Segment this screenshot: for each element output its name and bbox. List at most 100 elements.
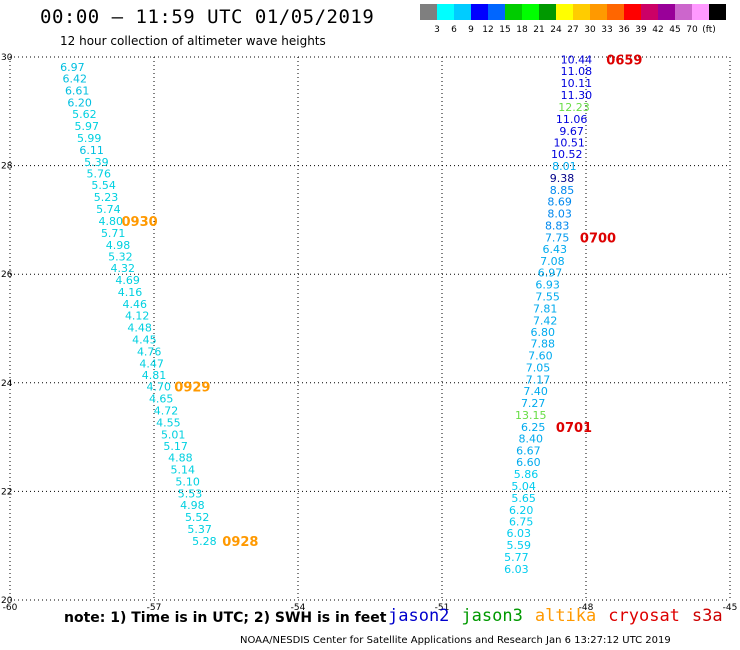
swh-value-label: 5.23: [94, 191, 119, 204]
swh-value-label: 4.88: [168, 452, 193, 465]
scale-label: 33: [601, 25, 613, 35]
time-label: 0930: [122, 215, 158, 230]
swh-value-label: 4.46: [123, 298, 148, 311]
scale-label: 12: [482, 25, 494, 35]
swh-value-label: 11.08: [561, 65, 593, 78]
swh-value-label: 6.80: [531, 326, 556, 339]
swh-value-label: 8.85: [550, 184, 575, 197]
swh-value-label: 6.20: [67, 97, 92, 110]
swh-value-label: 7.55: [535, 290, 560, 303]
scale-label: 24: [550, 25, 562, 35]
legend-cryosat: cryosat: [608, 606, 680, 626]
swh-value-label: 5.54: [91, 179, 116, 192]
scale-swatch: [420, 4, 437, 20]
swh-value-label: 6.75: [509, 515, 534, 528]
scale-swatch: [658, 4, 675, 20]
swh-value-label: 8.01: [552, 160, 577, 173]
x-tick-label: -57: [147, 603, 162, 613]
scale-label: 9: [468, 25, 474, 35]
time-label: 0659: [606, 54, 642, 69]
swh-value-label: 6.61: [65, 85, 90, 98]
swh-value-label: 5.86: [514, 468, 539, 481]
swh-value-label: 5.28: [192, 535, 217, 548]
time-label: 0928: [222, 535, 258, 550]
swh-value-label: 6.03: [504, 563, 529, 576]
swh-value-label: 4.72: [154, 404, 179, 417]
swh-value-label: 4.12: [125, 309, 150, 322]
scale-label: 45: [669, 25, 681, 35]
swh-value-label: 5.59: [507, 539, 532, 552]
scale-label: 36: [618, 25, 630, 35]
scale-swatch: [675, 4, 692, 20]
x-tick-label: -45: [723, 603, 738, 613]
swh-value-label: 4.47: [139, 357, 164, 370]
swh-value-label: 4.32: [111, 262, 136, 275]
scale-swatch: [488, 4, 505, 20]
swh-value-label: 6.67: [516, 445, 541, 458]
scale-swatch: [505, 4, 522, 20]
swh-value-label: 5.52: [185, 511, 210, 524]
scale-swatch: [573, 4, 590, 20]
swh-value-label: 7.60: [528, 350, 553, 363]
swh-value-label: 4.16: [118, 286, 143, 299]
scale-label: 27: [567, 25, 579, 35]
scale-label: 39: [635, 25, 647, 35]
satellite-legend: jason2 jason3 altika cryosat s3a: [388, 606, 735, 626]
scale-swatch: [590, 4, 607, 20]
swh-value-label: 6.25: [521, 421, 546, 434]
scale-swatch: [607, 4, 624, 20]
swh-value-label: 4.98: [106, 239, 131, 252]
scale-swatch: [709, 4, 726, 20]
legend-s3a: s3a: [691, 606, 723, 626]
scale-swatch: [522, 4, 539, 20]
swh-value-label: 5.14: [171, 464, 196, 477]
swh-value-label: 4.70: [147, 381, 172, 394]
swh-value-label: 7.40: [523, 385, 548, 398]
scale-label: 21: [533, 25, 545, 35]
swh-value-label: 5.97: [75, 120, 100, 133]
swh-value-label: 7.05: [526, 362, 551, 375]
swh-value-label: 7.17: [526, 374, 551, 387]
swh-value-label: 5.65: [511, 492, 536, 505]
scale-label: 6: [451, 25, 457, 35]
swh-value-label: 5.37: [187, 523, 212, 536]
swh-value-label: 8.83: [545, 219, 570, 232]
swh-value-label: 4.65: [149, 393, 174, 406]
swh-value-label: 11.30: [561, 89, 593, 102]
y-tick-label: 28: [1, 162, 13, 172]
legend-jason3: jason3: [461, 606, 523, 626]
y-tick-label: 30: [1, 53, 13, 63]
swh-value-label: 10.11: [561, 77, 593, 90]
swh-value-label: 5.04: [511, 480, 536, 493]
swh-value-label: 7.81: [533, 302, 558, 315]
y-tick-label: 26: [1, 270, 13, 280]
time-label: 0701: [556, 421, 592, 436]
scale-swatch: [692, 4, 709, 20]
scale-label: 3: [434, 25, 440, 35]
swh-value-label: 7.27: [521, 397, 546, 410]
page-title: 00:00 – 11:59 UTC 01/05/2019: [40, 6, 375, 28]
time-label: 0929: [174, 381, 210, 396]
scale-label: 30: [584, 25, 596, 35]
scale-label: 15: [499, 25, 511, 35]
swh-value-label: 6.97: [538, 267, 563, 280]
x-tick-label: -48: [579, 603, 594, 613]
swh-value-label: 9.38: [550, 172, 575, 185]
legend-altika: altika: [534, 606, 597, 626]
swh-value-label: 5.32: [108, 250, 133, 263]
swh-value-label: 7.75: [545, 231, 570, 244]
swh-value-label: 12.23: [558, 101, 590, 114]
credit-line: NOAA/NESDIS Center for Satellite Applica…: [240, 635, 671, 646]
swh-value-label: 5.71: [101, 227, 126, 240]
swh-value-label: 11.06: [556, 113, 588, 126]
swh-value-label: 4.48: [127, 321, 152, 334]
swh-value-label: 6.11: [79, 144, 104, 157]
scale-label: 42: [652, 25, 664, 35]
swh-value-label: 5.76: [87, 168, 112, 181]
swh-value-label: 7.88: [531, 338, 556, 351]
swh-value-label: 5.53: [178, 488, 203, 501]
scale-swatch: [437, 4, 454, 20]
swh-value-label: 8.03: [547, 207, 572, 220]
scale-label: 18: [516, 25, 528, 35]
